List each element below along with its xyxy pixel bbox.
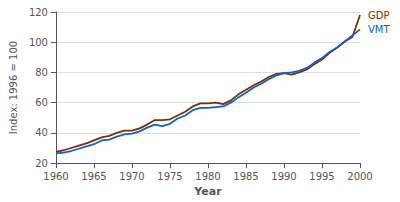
svg-text:80: 80 — [35, 67, 48, 78]
svg-text:40: 40 — [35, 127, 48, 138]
svg-text:1995: 1995 — [309, 171, 334, 182]
svg-text:1965: 1965 — [81, 171, 106, 182]
svg-text:60: 60 — [35, 97, 48, 108]
svg-text:GDP: GDP — [368, 10, 389, 21]
svg-text:1985: 1985 — [233, 171, 258, 182]
svg-text:20: 20 — [35, 158, 48, 169]
svg-text:1975: 1975 — [157, 171, 182, 182]
svg-text:VMT: VMT — [368, 24, 390, 35]
svg-text:1960: 1960 — [43, 171, 68, 182]
svg-text:Index: 1996 = 100: Index: 1996 = 100 — [8, 41, 19, 134]
svg-text:120: 120 — [29, 7, 48, 18]
svg-text:1980: 1980 — [195, 171, 220, 182]
svg-text:1970: 1970 — [119, 171, 144, 182]
svg-text:100: 100 — [29, 37, 48, 48]
svg-text:Year: Year — [193, 185, 222, 198]
svg-text:2000: 2000 — [347, 171, 372, 182]
svg-text:1990: 1990 — [271, 171, 296, 182]
